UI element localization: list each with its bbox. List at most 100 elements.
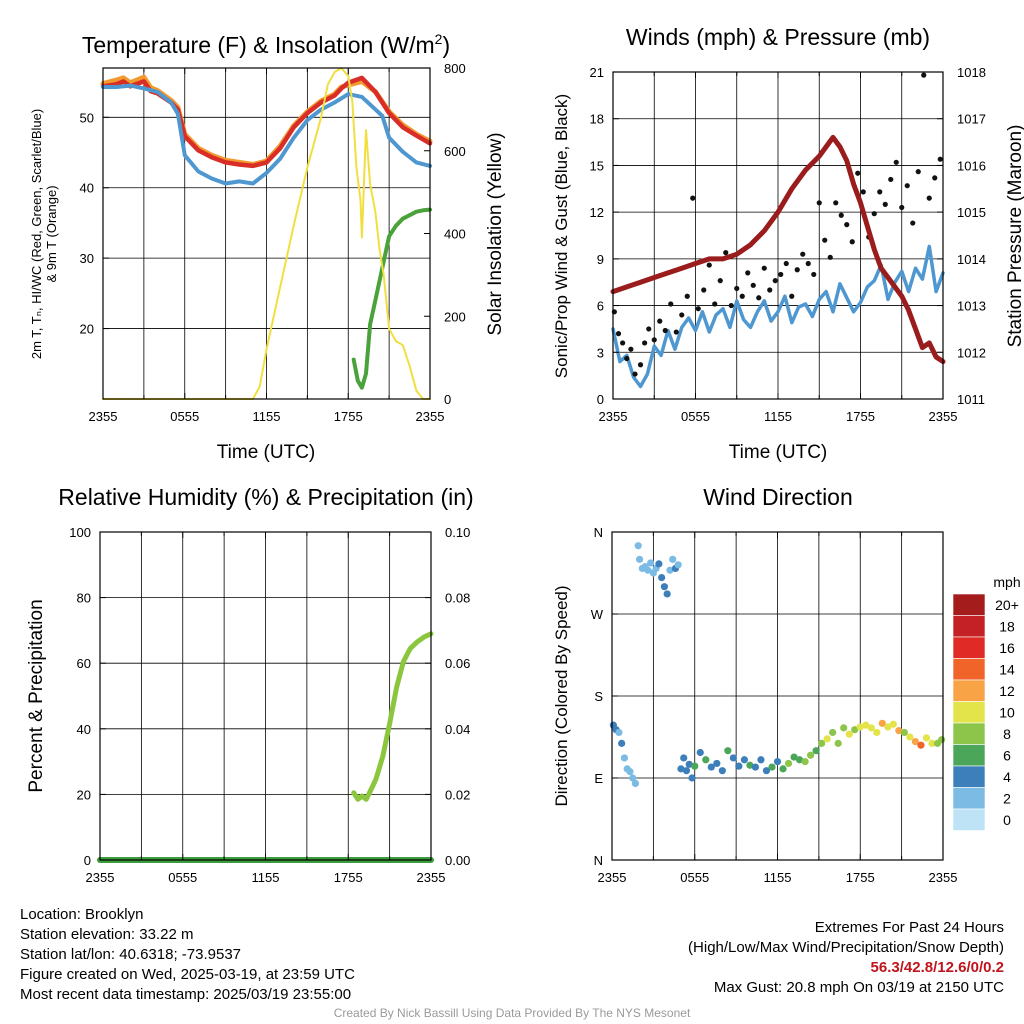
- wind-gust-point: [855, 170, 861, 176]
- direction-point: [680, 754, 688, 762]
- winds-y2-tick-label: 1018: [957, 65, 986, 80]
- direction-point: [795, 756, 804, 764]
- direction-point: [655, 560, 663, 568]
- station-latlon: Station lat/lon: 40.6318; -73.9537: [20, 946, 242, 963]
- direction-point: [928, 739, 936, 747]
- wind-gust-point: [662, 327, 668, 334]
- dir-y-tick-label: N: [594, 853, 603, 868]
- temp-y2-tick-label: 0: [444, 392, 451, 407]
- direction-point: [718, 767, 726, 775]
- wind-gust-point: [701, 287, 707, 293]
- wind-gust-point: [690, 195, 696, 201]
- wind-gust-point: [642, 340, 648, 346]
- winds-panel: Winds (mph) & Pressure (mb) 2355 0555 1155…: [552, 24, 1024, 463]
- legend-color-box: [952, 679, 986, 702]
- legend-color-box: [952, 636, 986, 659]
- direction-point: [900, 728, 908, 737]
- temp-x-tick-label: 1155: [253, 409, 281, 424]
- dir-x-tick-label: 1155: [764, 870, 792, 885]
- direction-point: [807, 751, 815, 759]
- temp-y-axis-label-line2: & 9m T (Orange): [44, 185, 59, 282]
- wind-gust-point: [668, 301, 674, 307]
- wind-gust-point: [712, 301, 718, 307]
- wind-gust-point: [932, 175, 938, 181]
- rh-y2-tick-label: 0.06: [445, 656, 470, 671]
- rh-panel-title: Relative Humidity (%) & Precipitation (i…: [58, 484, 473, 510]
- direction-point: [834, 739, 842, 747]
- temp-series-yellow: [102, 67, 431, 400]
- extremes-heading: Extremes For Past 24 Hours: [814, 919, 1004, 936]
- rh-y-tick-label: 60: [77, 656, 91, 671]
- temp-series-green: [351, 207, 432, 390]
- wind-gust-point: [794, 267, 800, 273]
- winds-x-tick-label: 1155: [764, 409, 792, 424]
- wind-gust-point: [772, 278, 778, 284]
- winds-y-tick-label: 12: [590, 205, 604, 220]
- winds-series-blue: [611, 244, 945, 389]
- wind-gust-point: [899, 204, 905, 211]
- direction-point: [618, 739, 626, 747]
- direction-point: [801, 758, 809, 766]
- winds-y-tick-label: 3: [597, 345, 604, 360]
- wind-gust-point: [910, 220, 916, 226]
- direction-point: [878, 719, 886, 727]
- winds-ticks: 2355 0555 1155 1755 2355 0 3 6 9 12 15 18 21 1011 1012…: [590, 65, 986, 424]
- dir-y-tick-label: W: [591, 607, 604, 622]
- rh-y-tick-label: 40: [77, 722, 91, 737]
- legend-color-box: [952, 615, 986, 638]
- direction-point: [724, 747, 732, 755]
- direction-point: [768, 763, 776, 771]
- legend-label: 6: [1003, 748, 1011, 764]
- winds-series-layer: [610, 72, 946, 389]
- winds-y2-axis-label: Station Pressure (Maroon): [1005, 125, 1024, 348]
- dir-x-tick-label: 0555: [680, 870, 709, 885]
- wind-gust-point: [926, 195, 932, 201]
- direction-point: [851, 726, 859, 734]
- rh-y2-tick-label: 0.10: [445, 525, 470, 540]
- temp-y2-tick-label: 600: [444, 144, 466, 159]
- temp-series-layer: [100, 67, 433, 400]
- direction-point: [751, 763, 760, 771]
- direction-point: [845, 730, 853, 738]
- direction-point: [895, 727, 903, 735]
- direction-point: [729, 754, 737, 762]
- winds-y2-tick-label: 1015: [957, 205, 986, 220]
- wind-gust-point: [728, 302, 734, 309]
- wind-gust-point: [849, 239, 855, 245]
- wind-gust-point: [761, 265, 767, 271]
- wind-gust-point: [921, 72, 927, 78]
- direction-point: [626, 768, 634, 776]
- wind-gust-point: [651, 337, 657, 343]
- rh-grid: [100, 532, 431, 860]
- temp-panel-title: Temperature (F) & Insolation (W/m2): [82, 31, 450, 58]
- direction-point: [911, 737, 920, 746]
- dir-y-tick-label: S: [594, 689, 603, 704]
- winds-y2-tick-label: 1011: [957, 392, 985, 407]
- direction-point: [917, 741, 925, 749]
- wind-gust-point: [734, 285, 740, 292]
- temp-y2-tick-label: 200: [444, 309, 466, 324]
- direction-point: [713, 759, 721, 768]
- wind-gust-point: [646, 326, 652, 332]
- wind-gust-point: [816, 200, 822, 206]
- station-location: Location: Brooklyn: [20, 906, 144, 923]
- legend-label: 0: [1003, 812, 1011, 828]
- rh-x-tick-label: 1755: [334, 870, 363, 885]
- wind-gust-point: [811, 271, 817, 278]
- legend-label: 12: [999, 683, 1015, 699]
- temp-x-axis-label: Time (UTC): [217, 442, 316, 463]
- rh-y-tick-label: 20: [77, 787, 91, 802]
- wind-gust-point: [673, 329, 679, 335]
- direction-point: [629, 774, 637, 782]
- legend-label: 10: [999, 705, 1015, 721]
- wind-gust-point: [844, 222, 850, 228]
- direction-point: [658, 573, 666, 582]
- legend-color-box: [952, 593, 986, 616]
- wind-gust-point: [684, 293, 690, 299]
- winds-panel-title: Winds (mph) & Pressure (mb): [626, 24, 930, 50]
- wind-gust-point: [706, 262, 712, 268]
- temp-x-tick-label: 2355: [416, 409, 445, 424]
- direction-point: [873, 728, 881, 737]
- wind-gust-point: [827, 254, 833, 260]
